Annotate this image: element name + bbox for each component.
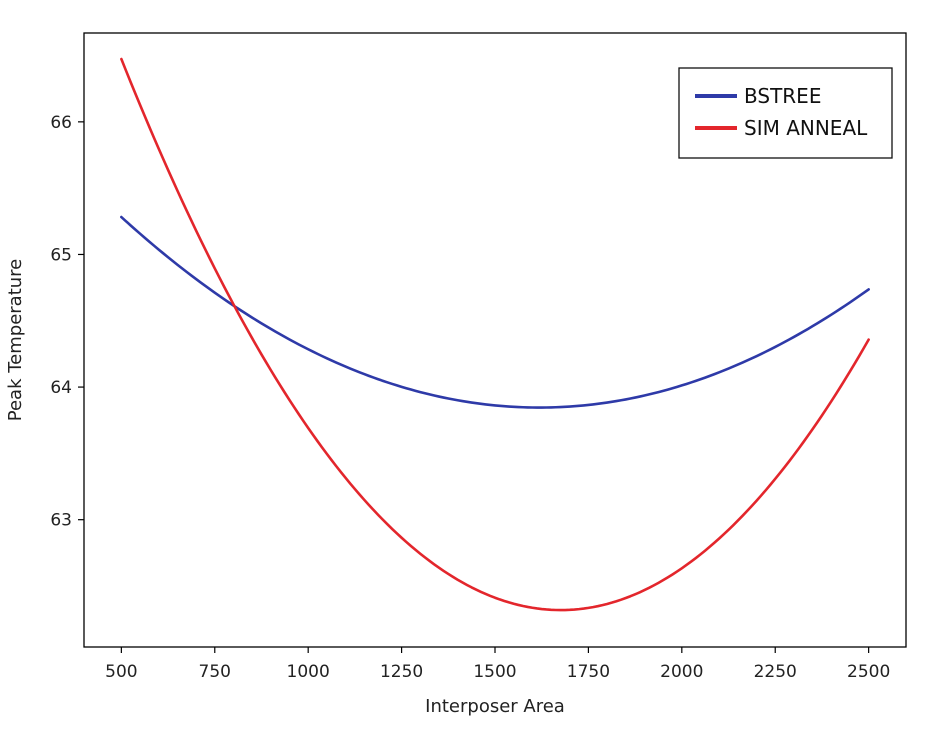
x-axis-ticks: 500 750 1000 1250 1500 1750 2000 2250 2500 [105,647,890,682]
series-line-bstree [120,215,870,409]
x-tick-label: 500 [105,662,137,682]
x-axis-title: Interposer Area [425,696,565,717]
y-tick-label: 64 [50,378,72,398]
y-axis-ticks: 63 64 65 66 [50,113,84,531]
x-tick-label: 1750 [567,662,610,682]
y-tick-label: 65 [50,245,72,265]
x-tick-label: 1500 [473,662,516,682]
x-tick-label: 750 [199,662,231,682]
series-line-sim-anneal [120,57,870,612]
y-tick-label: 63 [50,511,72,531]
legend-box [678,67,893,159]
y-axis-title: Peak Temperature [5,259,26,421]
x-tick-label: 2250 [754,662,797,682]
legend-label-bstree: BSTREE [744,84,821,108]
x-tick-label: 1000 [287,662,330,682]
legend-label-sim-anneal: SIM ANNEAL [744,116,868,140]
plot-lines [120,57,870,612]
x-tick-label: 1250 [380,662,423,682]
y-tick-label: 66 [50,113,72,133]
x-tick-label: 2000 [660,662,703,682]
x-tick-label: 2500 [847,662,890,682]
legend: BSTREE SIM ANNEAL [678,67,893,159]
